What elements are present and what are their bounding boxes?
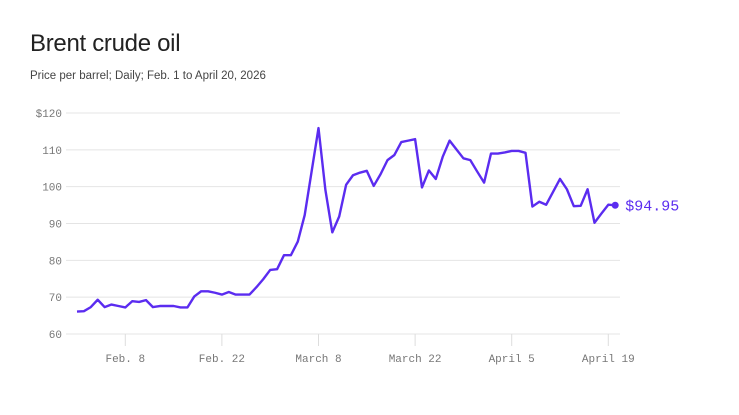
chart-title: Brent crude oil [30,30,181,57]
x-tick-label: April 5 [489,354,535,366]
last-value-label: $94.95 [625,198,679,215]
price-line [76,126,616,313]
y-tick-label: 100 [42,183,62,195]
last-point-marker [611,201,619,209]
x-tick-label: April 19 [582,354,635,366]
x-tick-label: March 22 [389,354,442,366]
y-tick-label: 60 [49,330,62,342]
y-tick-label: 90 [49,220,62,232]
x-tick-label: Feb. 22 [199,354,245,366]
y-tick-label: 70 [49,293,62,305]
x-tick-label: Feb. 8 [105,354,145,366]
x-tick-label: March 8 [295,354,341,366]
y-tick-label: $120 [36,109,62,121]
y-tick-label: 80 [49,256,62,268]
y-tick-label: 110 [42,146,62,158]
chart-subtitle: Price per barrel; Daily; Feb. 1 to April… [30,70,266,82]
